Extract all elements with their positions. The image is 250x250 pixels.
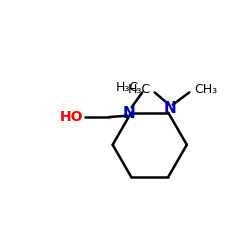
Text: H₃C: H₃C <box>116 82 138 94</box>
Text: N: N <box>164 101 176 116</box>
Text: CH₃: CH₃ <box>194 84 217 96</box>
Text: H₃C: H₃C <box>128 83 151 96</box>
Text: N: N <box>123 106 136 122</box>
Text: HO: HO <box>59 110 83 124</box>
